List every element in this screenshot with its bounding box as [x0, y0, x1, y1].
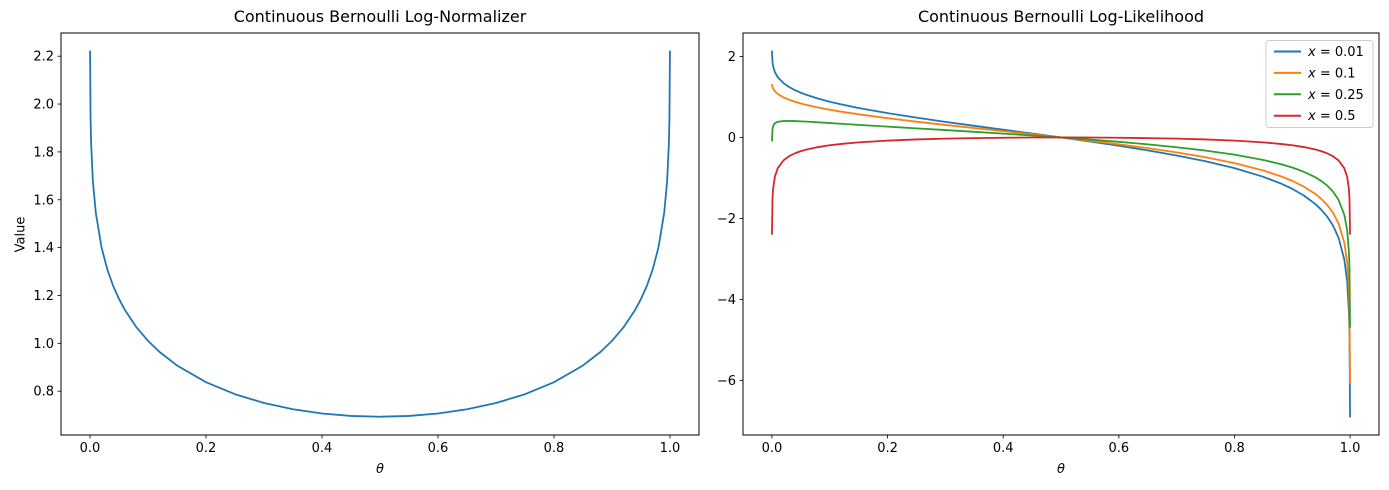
x-tick-label: 0.0: [762, 441, 783, 456]
axes-0: 0.0 0.2 0.4 0.6 0.8 1.0 0.8 1.0 1.2 1.4 1.6 1.8 2.0 2…: [33, 32, 700, 456]
y-tick-label: 0.8: [33, 385, 54, 400]
legend: x = 0.01 x = 0.1 x = 0.25 x = 0.5: [1265, 40, 1374, 128]
legend-label: x = 0.5: [1307, 109, 1356, 124]
left-x-axis-label: θ: [376, 462, 384, 477]
y-tick-label: 2.0: [33, 98, 54, 113]
right-x-axis-label: θ: [1057, 462, 1065, 477]
y-tick-label: 1.0: [33, 337, 54, 352]
y-tick-label: 1.6: [33, 193, 54, 208]
x-tick-label: 0.8: [1224, 441, 1245, 456]
legend-label: x = 0.25: [1307, 88, 1364, 103]
x-tick-label: 0.2: [196, 441, 217, 456]
right-chart-title: Continuous Bernoulli Log-Likelihood: [917, 7, 1205, 26]
left-chart-title: Continuous Bernoulli Log-Normalizer: [233, 7, 527, 26]
y-tick-label: −4: [717, 293, 736, 308]
x-tick-label: 0.6: [1108, 441, 1129, 456]
y-tick-label: −6: [717, 374, 736, 389]
y-tick-label: 1.8: [33, 145, 54, 160]
x-tick-label: 1.0: [660, 441, 681, 456]
x-tick-label: 0.6: [428, 441, 449, 456]
x-tick-label: 0.4: [993, 441, 1014, 456]
y-tick-label: 1.2: [33, 289, 54, 304]
left-y-axis-label: Value: [13, 216, 29, 253]
series-log-normalizer: [89, 50, 671, 418]
x-tick-label: 0.0: [80, 441, 101, 456]
x-tick-label: 0.2: [877, 441, 898, 456]
x-tick-label: 0.4: [312, 441, 333, 456]
legend-label: x = 0.01: [1307, 45, 1364, 60]
series-x-0.5: [771, 136, 1351, 235]
y-tick-label: −2: [717, 212, 736, 227]
y-tick-label: 2.2: [33, 50, 54, 65]
legend-label: x = 0.1: [1307, 66, 1356, 81]
x-tick-label: 0.8: [544, 441, 565, 456]
axes-spines: [60, 32, 700, 436]
y-tick-label: 2: [728, 50, 736, 65]
axes-1: 0.0 0.2 0.4 0.6 0.8 1.020−2−4−6x = 0.01x = 0.…: [717, 32, 1380, 456]
x-tick-label: 1.0: [1340, 441, 1361, 456]
y-tick-label: 1.4: [33, 241, 54, 256]
legend-box: [1265, 40, 1374, 128]
y-tick-label: 0: [728, 131, 736, 146]
